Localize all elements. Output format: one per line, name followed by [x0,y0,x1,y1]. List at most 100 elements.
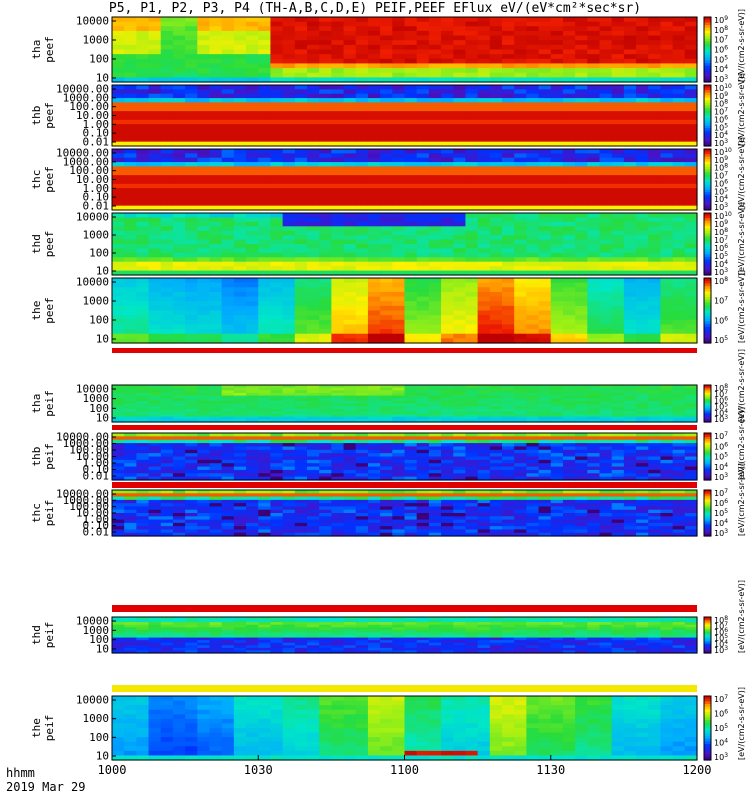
heat-cell [197,166,211,172]
heat-cell [112,324,125,330]
heat-cell [343,235,357,241]
heat-cell [636,68,649,74]
heat-cell [294,49,308,55]
heat-cell [307,266,320,272]
heat-cell [575,63,588,69]
heat-cell [611,278,625,284]
heat-cell [648,411,662,415]
heat-cell [416,72,430,78]
heat-cell [562,282,576,288]
heat-cell [270,102,284,108]
heat-cell [611,398,625,402]
heat-cell [453,221,467,227]
heat-cell [428,408,442,413]
heat-cell [270,473,284,478]
colorbar-frame [703,212,712,276]
heat-cell [294,115,308,121]
heat-cell [502,183,515,189]
heat-cell [112,230,125,236]
heat-cell [562,217,576,223]
heat-cell [562,137,576,143]
heat-cell [307,217,320,223]
heat-cell [294,77,308,83]
heat-cell [672,411,686,415]
heat-cell [562,252,576,258]
heat-cell [623,162,637,168]
heat-cell [514,395,527,399]
heat-cell [660,102,674,108]
heat-cell [136,319,150,326]
heat-cell [221,305,235,312]
heat-cell [404,149,418,154]
heat-cell [307,196,320,202]
heat-cell [307,406,320,410]
heat-cell [258,329,272,335]
heat-cell [355,68,369,74]
heat-cell [246,58,259,65]
heat-cell [367,310,381,316]
heat-cell [502,419,515,423]
heat-cell [514,119,527,125]
heat-cell [672,287,686,293]
heat-cell [684,329,698,335]
heat-cell [404,439,418,444]
heat-cell [367,98,381,104]
heat-cell [562,403,576,407]
heat-cell [660,49,674,55]
heat-cell [148,436,162,441]
heat-cell [660,205,674,211]
heat-cell [526,324,540,330]
heat-cell [636,287,649,293]
heat-cell [489,390,503,394]
heat-cell [489,230,503,236]
heat-cell [416,443,430,448]
heat-cell [209,463,223,468]
heat-cell [282,230,296,236]
heat-cell [294,85,308,90]
heat-cell [684,338,698,344]
heat-cell [465,149,479,154]
heat-cell [441,153,454,159]
heat-cell [660,72,674,78]
heat-cell [404,102,418,108]
heat-cell [331,192,345,198]
heat-cell [416,408,430,413]
heat-cell [380,433,393,437]
heat-cell [562,244,576,250]
heat-cell [307,93,320,99]
heat-cell [307,157,320,163]
heat-cell [380,63,393,69]
heat-cell [611,408,625,413]
heat-cell [307,128,320,134]
heat-cell [380,137,393,143]
heat-cell [489,244,503,250]
heat-cell [441,400,454,405]
heat-cell [282,436,296,441]
heat-cell [489,54,503,60]
heat-cell [124,141,137,147]
heat-cell [112,40,125,46]
heat-cell [197,157,211,163]
heat-cell [416,282,430,288]
heat-cell [526,252,540,258]
heat-cell [282,278,296,284]
heat-cell [441,453,454,458]
heat-cell [112,278,125,284]
heat-cell [185,162,198,168]
heat-cell [526,162,540,168]
heat-cell [380,469,393,474]
colorbar-tick-label: 104 [714,130,728,140]
heat-cell [562,157,576,163]
heat-cell [258,162,272,168]
heat-cell [636,310,649,316]
heat-cell [392,40,406,46]
heat-cell [416,319,430,326]
y-tick-label: 100.00 [69,164,109,177]
heat-cell [124,239,137,245]
heat-cell [197,319,211,326]
heat-cell [404,385,418,389]
heat-cell [587,291,601,298]
heat-cell [477,266,491,272]
heat-cell [416,252,430,258]
